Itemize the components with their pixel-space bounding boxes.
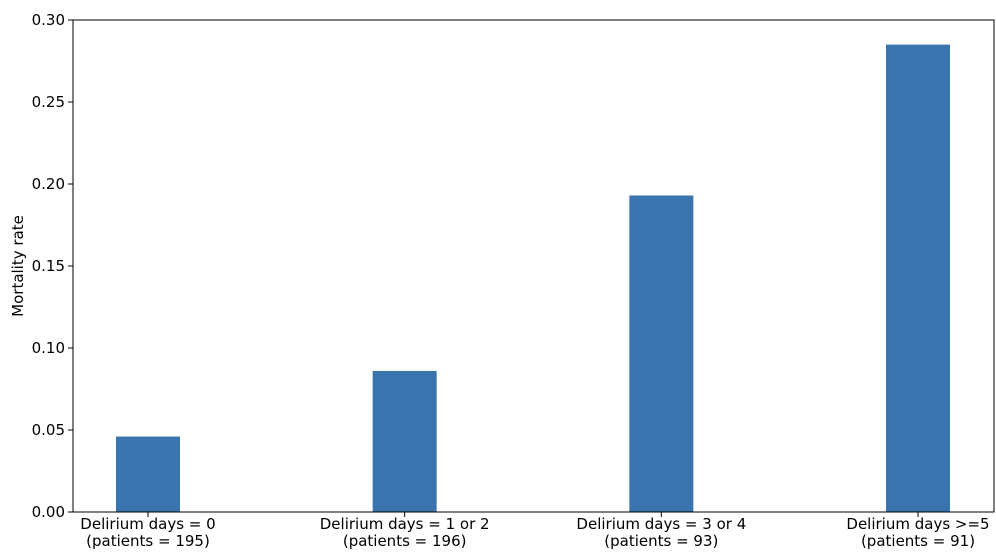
x-tick-label: Delirium days = 0 (patients = 195) <box>80 515 215 550</box>
x-tick-label-line: Delirium days = 3 or 4 <box>576 515 746 533</box>
x-tick-label: Delirium days >=5 (patients = 91) <box>846 515 989 550</box>
y-axis-ticks: 0.00 0.05 0.10 0.15 0.20 0.25 0.30 <box>32 11 73 521</box>
plot-frame <box>72 19 995 513</box>
x-tick-label-line: (patients = 93) <box>604 532 718 550</box>
x-tick-label-line: Delirium days = 1 or 2 <box>320 515 490 533</box>
bar-1 <box>372 370 437 512</box>
bar-0 <box>116 436 180 512</box>
x-tick-label-line: (patients = 195) <box>86 532 210 550</box>
x-tick-label-line: (patients = 91) <box>861 532 975 550</box>
y-tick-label: 0.00 <box>32 503 65 521</box>
x-tick-label-line: Delirium days = 0 <box>80 515 215 533</box>
y-tick-label: 0.15 <box>32 257 65 275</box>
y-tick-label: 0.20 <box>32 175 65 193</box>
y-axis-label: Mortality rate <box>9 215 27 317</box>
x-tick-label: Delirium days = 1 or 2 (patients = 196) <box>320 515 490 550</box>
y-tick-label: 0.25 <box>32 93 65 111</box>
x-tick-label: Delirium days = 3 or 4 (patients = 93) <box>576 515 746 550</box>
x-axis-ticks: Delirium days = 0 (patients = 195)Deliriu… <box>80 512 990 550</box>
x-tick-label-line: Delirium days >=5 <box>846 515 989 533</box>
bar-2 <box>629 195 694 513</box>
y-tick-label: 0.05 <box>32 421 65 439</box>
x-tick-label-line: (patients = 196) <box>343 532 467 550</box>
y-tick-label: 0.30 <box>32 11 65 29</box>
y-tick-label: 0.10 <box>32 339 65 357</box>
bars-group <box>116 44 950 513</box>
bar-3 <box>886 44 950 512</box>
